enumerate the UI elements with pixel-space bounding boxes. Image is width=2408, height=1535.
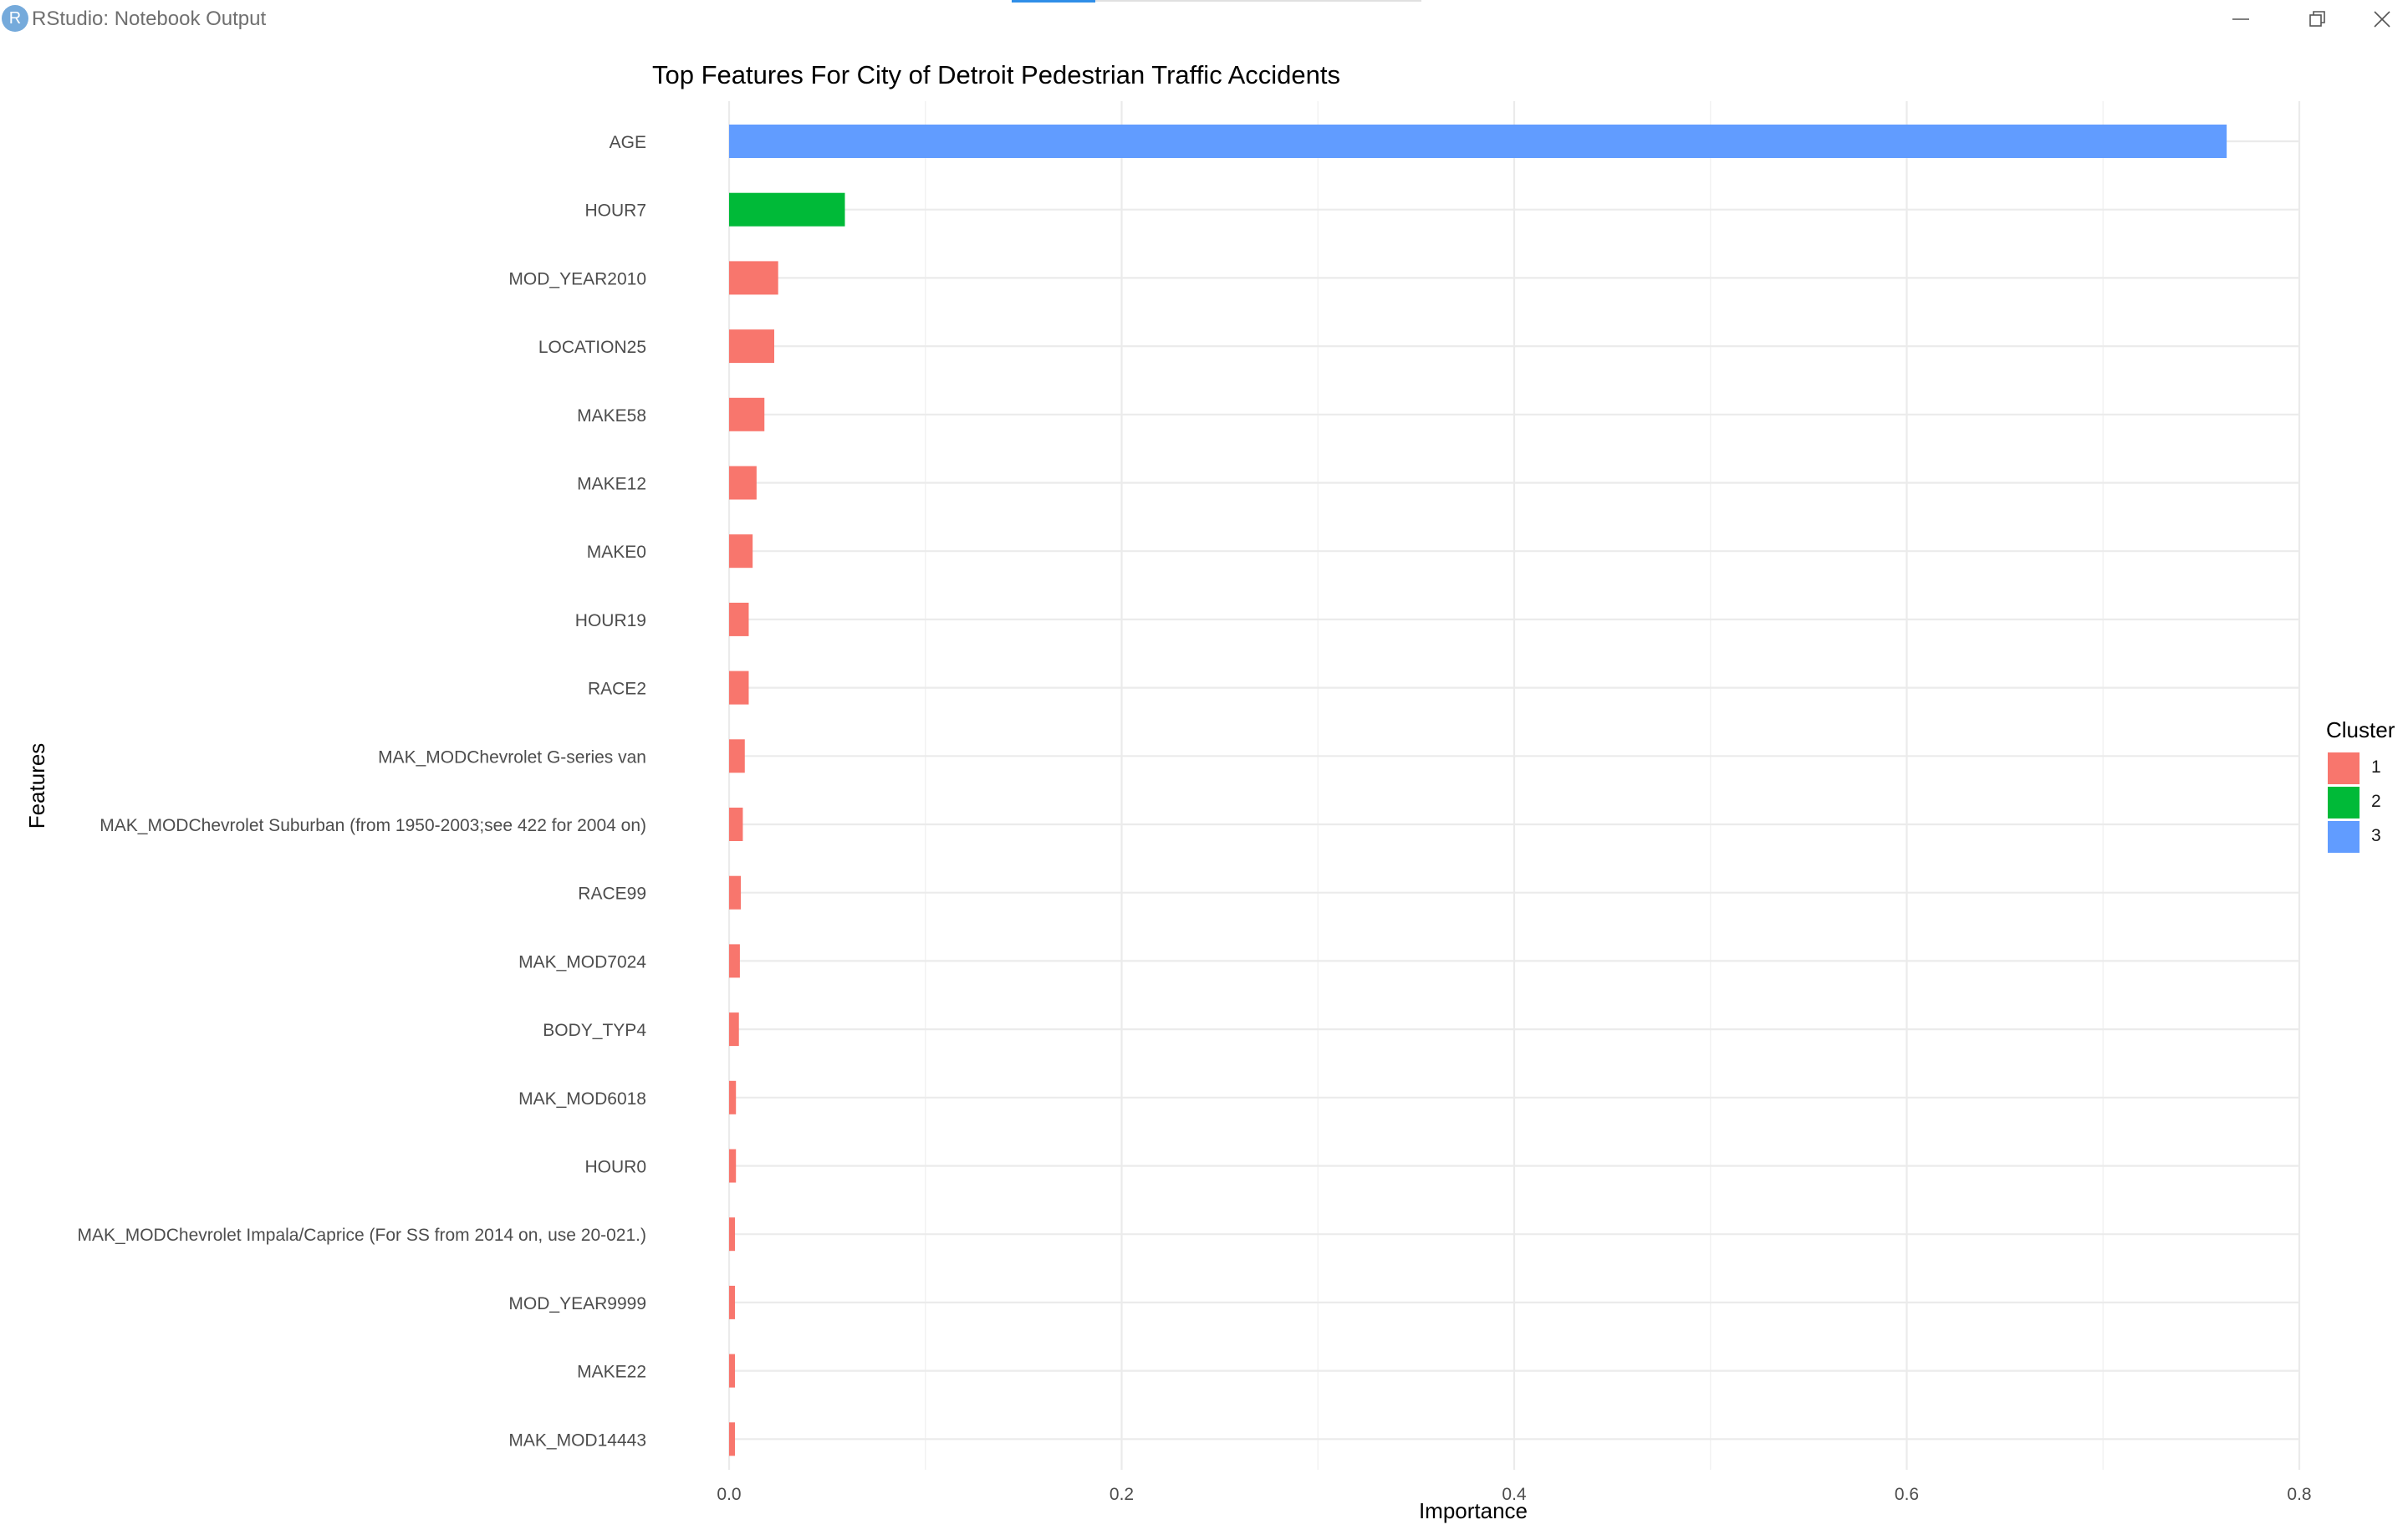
x-axis-title: Importance (1419, 1498, 1528, 1523)
y-tick-label: HOUR0 (584, 1158, 646, 1177)
y-tick-label: MAKE0 (587, 543, 646, 562)
y-tick-label: RACE2 (588, 680, 646, 699)
restore-button[interactable] (2279, 0, 2356, 38)
y-tick-label: MAKE58 (577, 406, 646, 426)
legend-swatch (2328, 752, 2360, 784)
bar (729, 329, 774, 364)
bar (729, 808, 743, 841)
bar (729, 397, 765, 431)
legend-label: 2 (2371, 792, 2381, 811)
y-tick-label: HOUR19 (575, 611, 646, 630)
legend: Cluster 1 2 3 (2326, 717, 2408, 854)
bar (729, 944, 740, 978)
title-bar: R RStudio: Notebook Output (0, 0, 2408, 38)
bar (729, 261, 778, 295)
minimize-button[interactable] (2202, 0, 2279, 38)
restore-icon (2309, 11, 2325, 27)
y-tick-labels: AGE HOUR7 MOD_YEAR2010 LOCATION25 MAKE58 MAKE… (78, 133, 647, 1450)
bar (729, 602, 749, 636)
bar (729, 125, 2227, 158)
legend-swatch (2328, 821, 2360, 853)
y-tick-label: MAK_MODChevrolet Impala/Caprice (For SS … (78, 1226, 646, 1245)
bar (729, 1354, 736, 1388)
y-tick-label: MAK_MOD7024 (518, 952, 646, 971)
y-tick-label: MOD_YEAR2010 (508, 269, 646, 288)
y-tick-label: MAK_MOD6018 (518, 1089, 646, 1109)
grid-layer (727, 101, 2301, 1470)
close-icon (2374, 11, 2390, 28)
y-tick-label: HOUR7 (584, 201, 646, 221)
legend-item: 1 (2326, 751, 2408, 785)
y-tick-label: MAKE22 (577, 1363, 646, 1382)
bar (729, 1422, 736, 1456)
x-tick-label: 0.4 (1502, 1485, 1527, 1504)
legend-item: 2 (2326, 785, 2408, 819)
y-tick-label: MOD_YEAR9999 (508, 1294, 646, 1313)
bar (729, 671, 749, 705)
bar (729, 192, 845, 227)
legend-label: 3 (2371, 826, 2381, 845)
feature-importance-chart: AGE HOUR7 MOD_YEAR2010 LOCATION25 MAKE58 MAKE… (24, 60, 2312, 1523)
rstudio-logo-icon: R (2, 5, 28, 32)
tab-strip (1012, 0, 1421, 2)
x-tick-label: 0.0 (717, 1485, 741, 1504)
bar (729, 1012, 739, 1047)
bar (729, 1080, 737, 1114)
bar (729, 1149, 737, 1183)
y-tick-label: AGE (610, 133, 646, 152)
tab-strip-active-indicator (1012, 0, 1095, 3)
x-tick-label: 0.8 (2287, 1485, 2311, 1504)
minimize-icon (2232, 18, 2249, 20)
close-button[interactable] (2356, 0, 2408, 38)
x-tick-label: 0.6 (1895, 1485, 1919, 1504)
y-tick-label: RACE99 (578, 885, 646, 904)
bar (729, 466, 757, 500)
y-tick-label: MAKE12 (577, 475, 646, 494)
y-tick-label: MAK_MOD14443 (508, 1430, 646, 1450)
bar (729, 1217, 736, 1252)
window-title: RStudio: Notebook Output (32, 8, 267, 30)
bar (729, 1285, 736, 1319)
y-axis-title: Features (24, 743, 49, 829)
legend-item: 3 (2326, 819, 2408, 854)
y-tick-label: LOCATION25 (538, 338, 646, 357)
x-tick-label: 0.2 (1110, 1485, 1134, 1504)
legend-swatch (2328, 787, 2360, 818)
bar (729, 739, 745, 773)
y-tick-label: BODY_TYP4 (543, 1021, 646, 1040)
bars-layer (729, 125, 2227, 1456)
legend-label: 1 (2371, 757, 2381, 777)
y-tick-label: MAK_MODChevrolet Suburban (from 1950-200… (99, 816, 646, 835)
legend-title: Cluster (2326, 717, 2395, 742)
y-tick-label: MAK_MODChevrolet G-series van (378, 747, 646, 767)
x-tick-labels: 0.0 0.2 0.4 0.6 0.8 (717, 1485, 2311, 1504)
chart-title: Top Features For City of Detroit Pedestr… (652, 60, 1340, 89)
bar (729, 875, 742, 910)
bar (729, 534, 753, 569)
